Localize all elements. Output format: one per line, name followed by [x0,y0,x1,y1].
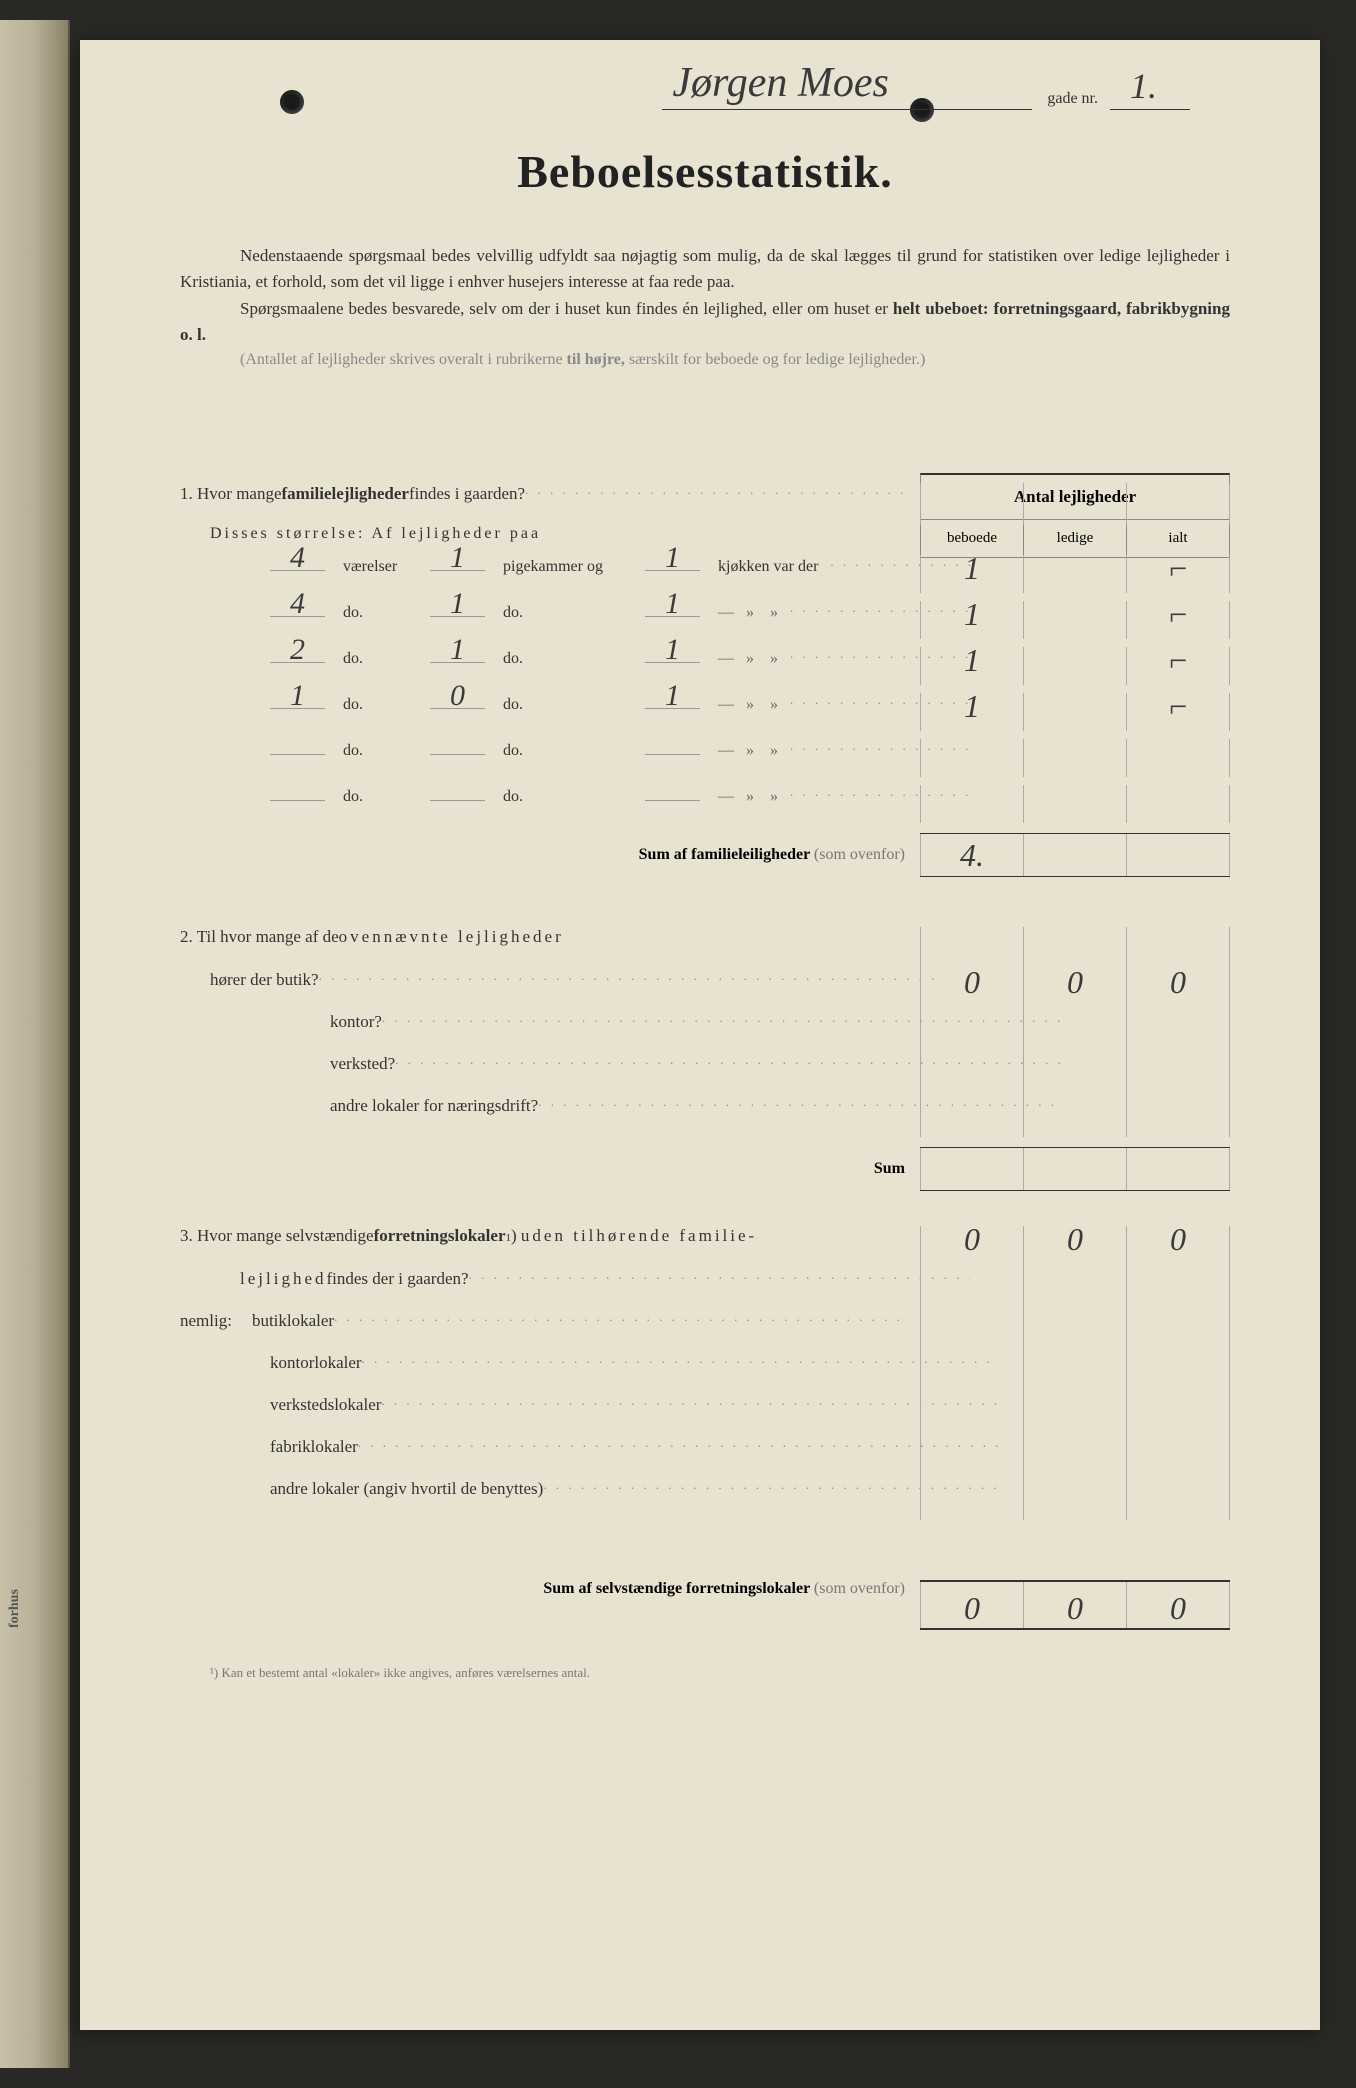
question-1: 1. Hvor mange familielejligheder findes … [180,483,1230,877]
number-field: 1. [1110,109,1190,110]
intro-para3: (Antallet af lejligheder skrives overalt… [180,348,1230,373]
q1-room-row: 4 do. 1 do. 1— » » 1 ⌐ [210,601,1230,639]
margin-label: forhus [7,1589,23,1628]
q1-sum-value: 4. [960,837,984,874]
intro-para1: Nedenstaaende spørgsmaal bedes velvillig… [180,243,1230,296]
q3-item-row: andre lokaler (angiv hvortil de benyttes… [180,1478,1230,1520]
intro-para2: Spørgsmaalene bedes besvarede, selv om d… [180,296,1230,349]
document-page: Jørgen Moes gade nr. 1. Beboelsesstatist… [80,40,1320,2030]
q2-text: 2. Til hvor mange af de ovennævnte lejli… [180,927,1230,969]
q1-room-row: do. do. — » » [210,739,1230,777]
page-wrapper: forhus Jørgen Moes gade nr. 1. Beboelses… [0,20,1356,2068]
q3-text-line1: 3. Hvor mange selvstændige forretningslo… [180,1226,1230,1268]
book-spine: forhus [0,20,70,2068]
q3-nemlig: nemlig: butiklokaler [180,1310,1230,1352]
document-title: Beboelsesstatistik. [180,145,1230,198]
q2-item-row: hører der butik? 0 0 0 [180,969,1230,1011]
q3-item-row: verkstedslokaler [180,1394,1230,1436]
q3-text-line2: lejlighed findes der i gaarden? [180,1268,1230,1310]
footnote: ¹) Kan et bestemt antal «lokaler» ikke a… [210,1665,1230,1681]
q1-text: 1. Hvor mange familielejligheder findes … [180,483,1230,525]
gade-label: gade nr. [1047,90,1098,110]
q1-sum-row: Sum af familieleiligheder (som ovenfor) … [180,833,1230,877]
q1-subtitle: Disses størrelse: Af lejligheder paa [210,525,1230,543]
q3-sum-row: Sum af selvstændige forretningslokaler (… [180,1580,1230,1630]
intro-text: Nedenstaaende spørgsmaal bedes velvillig… [180,243,1230,373]
q2-sum-row: Sum [180,1147,1230,1191]
q1-room-row: do. do. — » » [210,785,1230,823]
q1-room-row: 1 do. 0 do. 1— » » 1 ⌐ [210,693,1230,731]
content-area: Antal lejligheder beboede ledige ialt 1.… [180,483,1230,1681]
q2-item-row: andre lokaler for næringsdrift? [180,1095,1230,1137]
question-2: 2. Til hvor mange af de ovennævnte lejli… [180,927,1230,1191]
street-field: Jørgen Moes [662,109,1032,110]
header-row: Jørgen Moes gade nr. 1. [180,90,1230,110]
question-3: 3. Hvor mange selvstændige forretningslo… [180,1226,1230,1630]
number-value: 1. [1130,65,1157,107]
q2-item-row: kontor? [180,1011,1230,1053]
q3-item-row: fabriklokaler [180,1436,1230,1478]
q1-room-row: 4 værelser 1 pigekammer og 1kjøkken var … [210,555,1230,593]
street-value: Jørgen Moes [672,59,889,107]
q2-item-row: verksted? [180,1053,1230,1095]
q1-room-row: 2 do. 1 do. 1— » » 1 ⌐ [210,647,1230,685]
q3-item-row: kontorlokaler [180,1352,1230,1394]
